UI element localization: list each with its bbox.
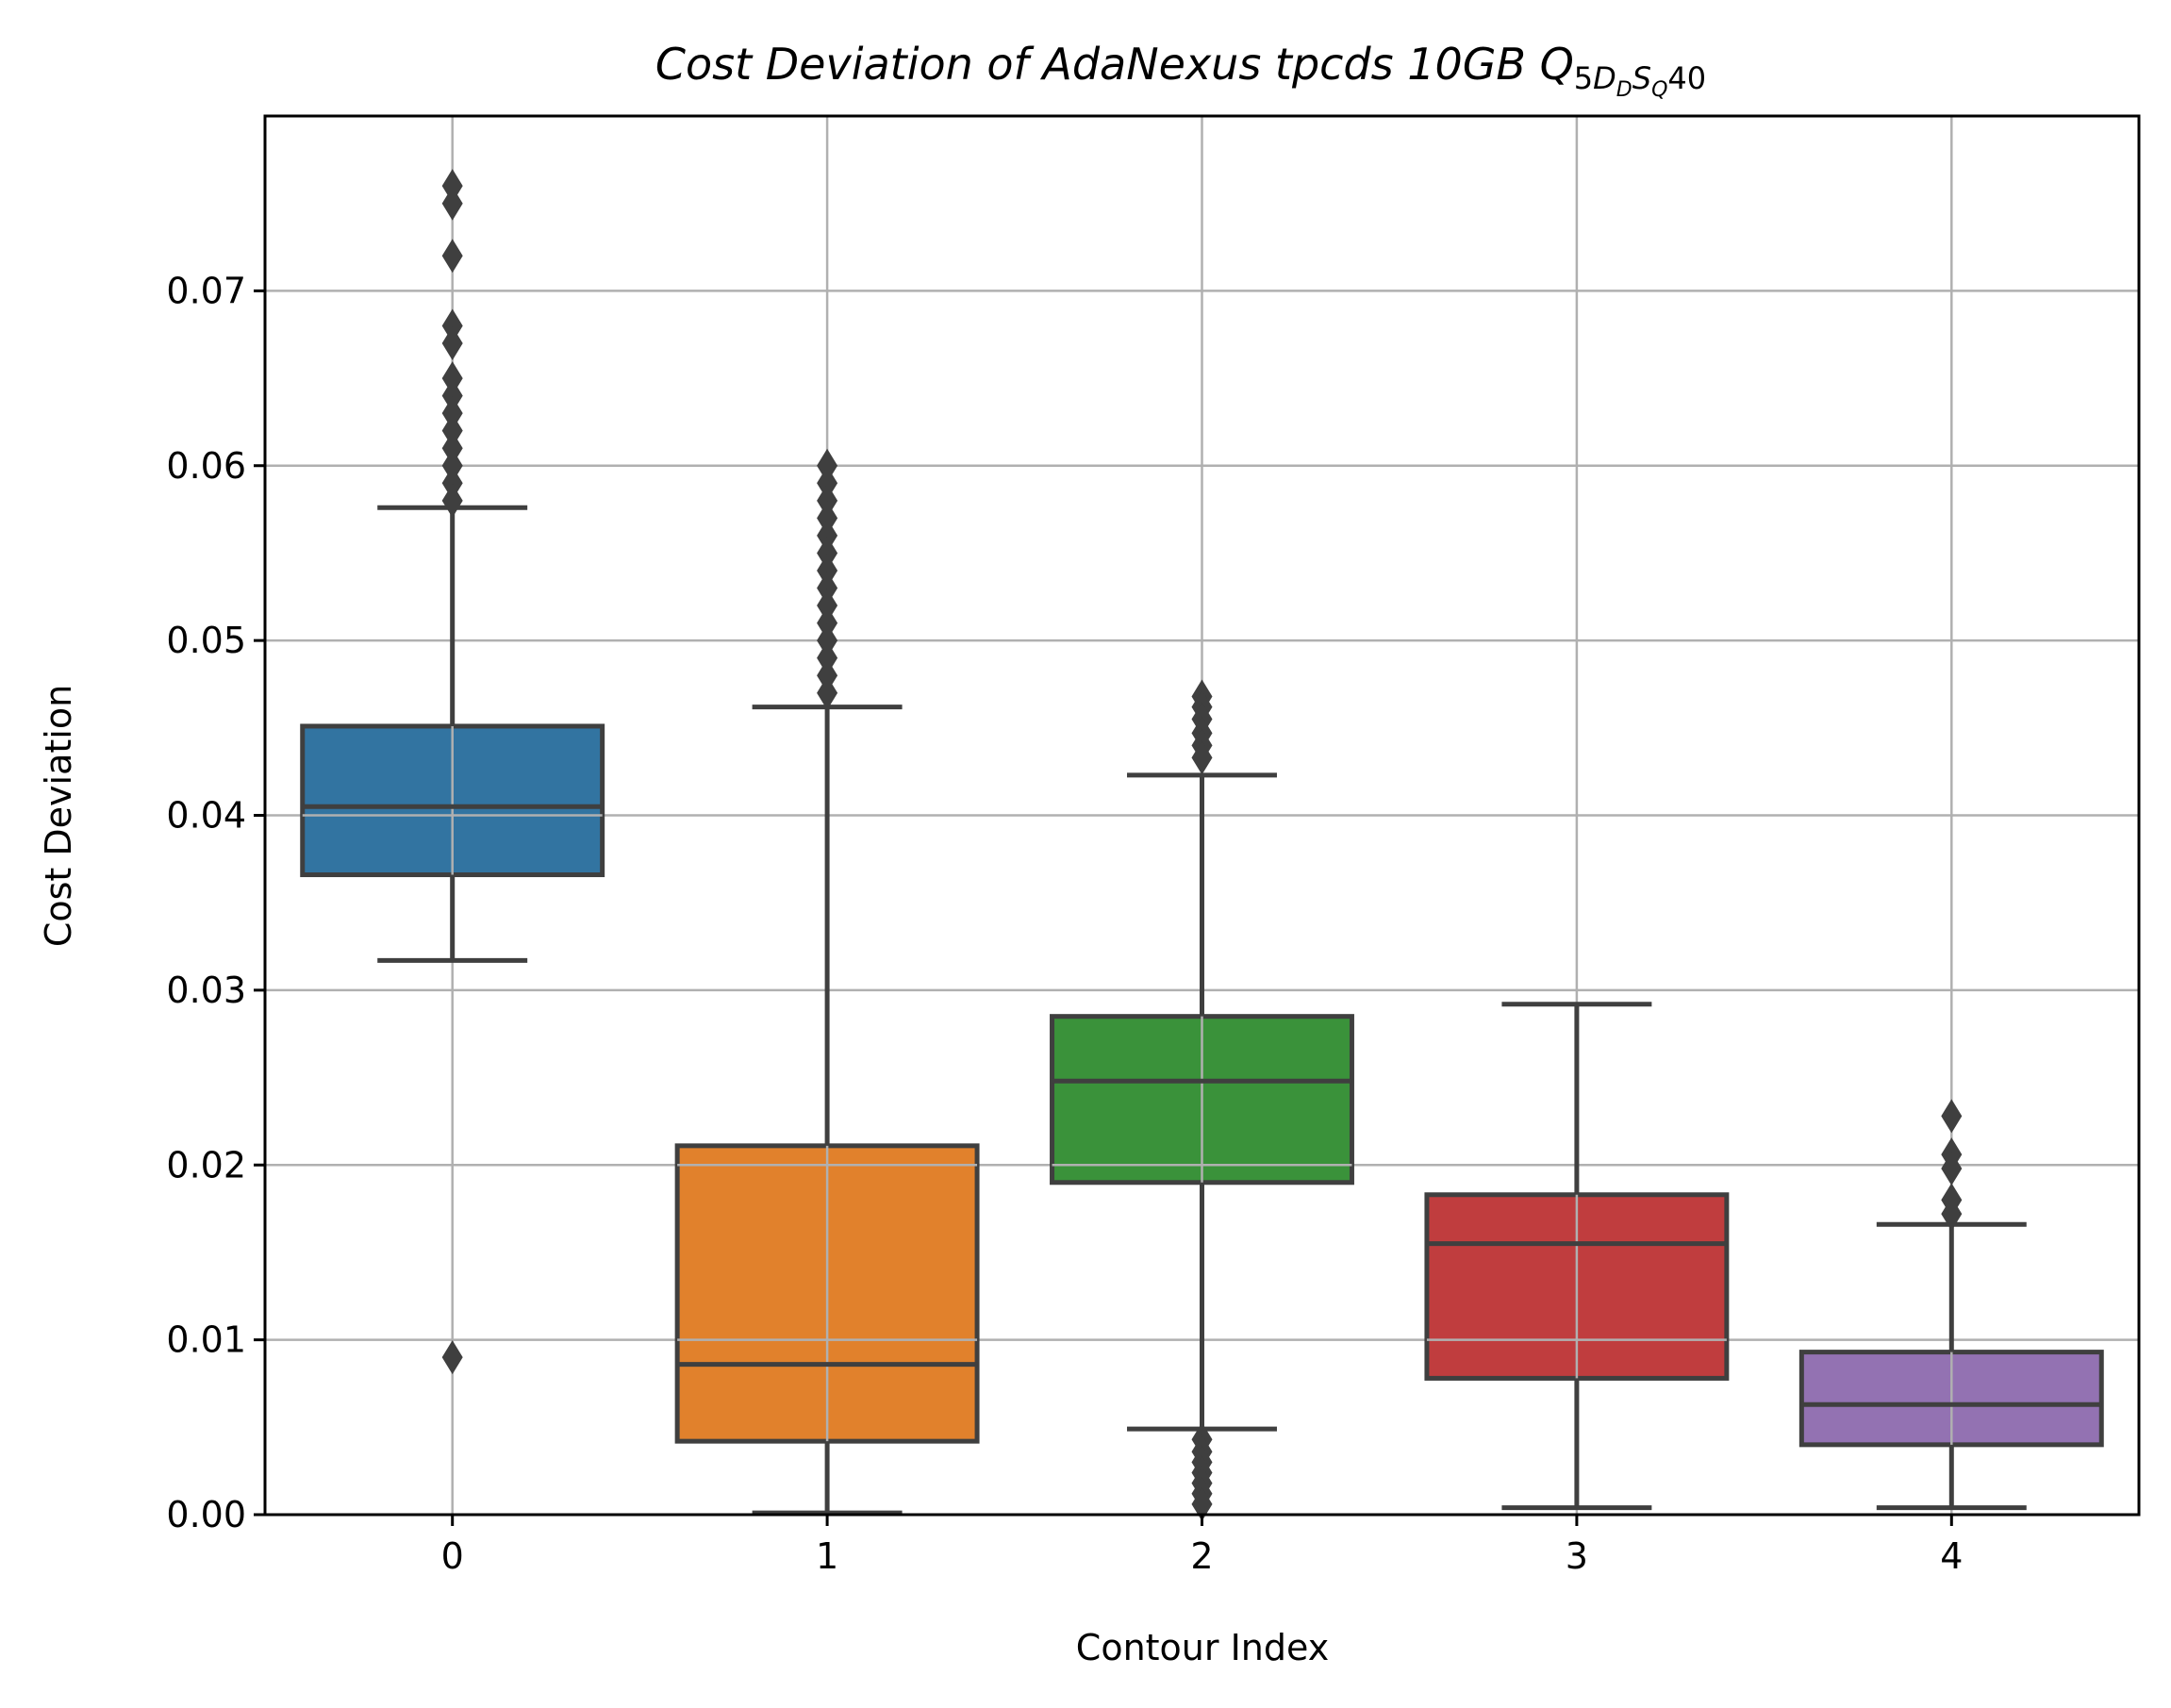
y-tick-label: 0.00 — [166, 1494, 246, 1535]
title-main: Cost Deviation of AdaNexus tpcds 10GB — [655, 39, 1540, 90]
outlier-point — [1191, 1486, 1213, 1521]
y-tick-label: 0.07 — [166, 270, 246, 311]
outlier-point — [441, 378, 463, 413]
outlier-point — [817, 658, 838, 693]
y-tick-label: 0.04 — [166, 795, 246, 837]
box-group-1 — [674, 448, 980, 1516]
outlier-point — [817, 640, 838, 675]
box-group-4 — [1798, 1099, 2104, 1511]
x-tick-label: 4 — [1940, 1535, 1963, 1577]
box-series — [300, 169, 2104, 1521]
x-tick-label: 2 — [1190, 1535, 1213, 1577]
outlier-point — [441, 186, 463, 221]
outlier-point — [817, 589, 838, 623]
title-sub-d: D — [1593, 60, 1616, 96]
outlier-point — [441, 413, 463, 448]
outlier-point — [1941, 1099, 1963, 1134]
y-tick-label: 0.01 — [166, 1319, 246, 1361]
y-axis-ticks: 0.00 0.01 0.02 0.03 0.04 0.05 0.06 0.07 — [166, 270, 265, 1535]
outlier-point — [441, 431, 463, 466]
title-tail: 40 — [1667, 60, 1706, 96]
outlier-point — [441, 308, 463, 343]
outlier-point — [817, 605, 838, 640]
outlier-point — [441, 239, 463, 274]
title-sub-d2: D — [1616, 78, 1632, 102]
outlier-point — [441, 396, 463, 431]
chart-title: Cost Deviation of AdaNexus tpcds 10GB Q5… — [655, 39, 1706, 102]
outlier-point — [817, 536, 838, 571]
outlier-point — [817, 553, 838, 588]
outlier-point — [441, 361, 463, 396]
y-tick-label: 0.05 — [166, 620, 246, 661]
outlier-point — [817, 501, 838, 536]
box-group-0 — [300, 169, 605, 1375]
outlier-point — [441, 169, 463, 204]
title-sub-q: Q — [1651, 78, 1667, 102]
box-group-3 — [1424, 1002, 1730, 1511]
y-tick-label: 0.06 — [166, 445, 246, 487]
outlier-point — [817, 483, 838, 518]
y-tick-label: 0.02 — [166, 1144, 246, 1186]
outlier-point — [817, 623, 838, 658]
x-axis-ticks: 0 1 2 3 4 — [441, 1515, 1963, 1577]
y-tick-label: 0.03 — [166, 970, 246, 1011]
outlier-point — [817, 466, 838, 501]
outlier-point — [441, 448, 463, 483]
title-sub-s: S — [1632, 60, 1651, 96]
x-tick-label: 1 — [816, 1535, 838, 1577]
box-group-2 — [1050, 679, 1354, 1521]
title-q: Q — [1540, 39, 1574, 90]
outlier-point — [817, 571, 838, 605]
outlier-point — [441, 466, 463, 501]
outlier-point — [1941, 1151, 1963, 1186]
outlier-point — [817, 518, 838, 553]
y-axis-label: Cost Deviation — [38, 685, 79, 947]
outlier-point — [441, 325, 463, 360]
x-tick-label: 0 — [441, 1535, 464, 1577]
outlier-point — [441, 483, 463, 518]
outlier-point — [1941, 1197, 1963, 1232]
outlier-point — [1191, 740, 1213, 775]
outlier-point — [441, 1340, 463, 1375]
outlier-point — [817, 675, 838, 710]
x-tick-label: 3 — [1566, 1535, 1588, 1577]
x-axis-label: Contour Index — [1076, 1627, 1329, 1668]
title-sub-5: 5 — [1574, 60, 1593, 96]
outlier-point — [817, 448, 838, 483]
